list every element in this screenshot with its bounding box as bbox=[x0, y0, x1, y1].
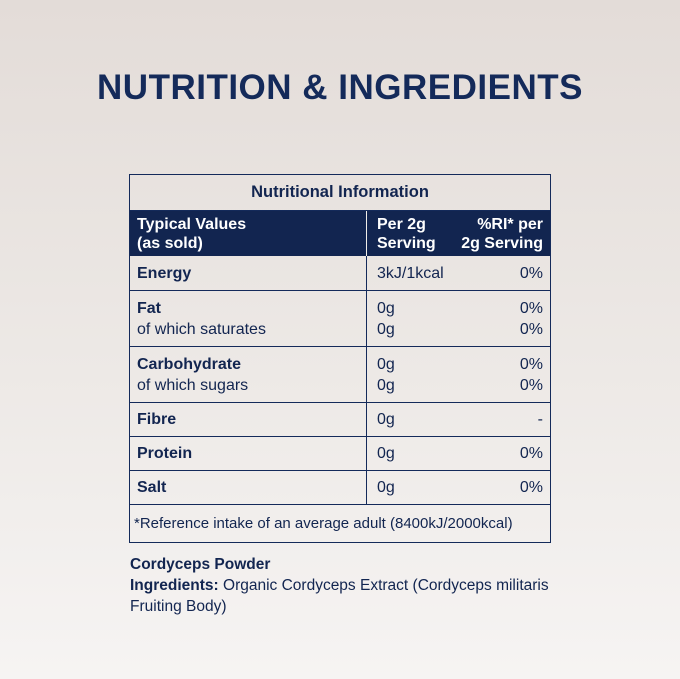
row-serving: 0g bbox=[377, 445, 395, 462]
row-sub-serving: 0g bbox=[377, 376, 395, 394]
ingredients-line: Ingredients: Organic Cordyceps Extract (… bbox=[130, 575, 550, 617]
header-per-serving-line2: Serving bbox=[377, 234, 436, 252]
table-header-row: Typical Values (as sold) Per 2g Serving … bbox=[130, 211, 550, 256]
product-name: Cordyceps Powder bbox=[130, 556, 271, 573]
row-label: Energy bbox=[137, 264, 192, 282]
row-label: Fat bbox=[137, 299, 161, 317]
table-row-fibre: Fibre 0g - bbox=[130, 402, 550, 436]
row-serving: 0g bbox=[377, 411, 395, 428]
row-ri: - bbox=[537, 411, 543, 428]
table-row-protein: Protein 0g 0% bbox=[130, 436, 550, 470]
header-ri-line2: 2g Serving bbox=[461, 234, 543, 252]
row-label: Protein bbox=[137, 445, 193, 462]
table-row-carbohydrate: Carbohydrate of which sugars 0g 0g 0% 0% bbox=[130, 346, 550, 402]
row-ri: 0% bbox=[519, 264, 543, 282]
table-row-salt: Salt 0g 0% bbox=[130, 470, 550, 504]
row-label: Salt bbox=[137, 479, 167, 496]
row-sub-label: of which sugars bbox=[137, 376, 249, 394]
header-ri: %RI* per 2g Serving bbox=[449, 211, 550, 256]
header-typical-values-line2: (as sold) bbox=[137, 234, 203, 252]
row-ri: 0% bbox=[519, 479, 543, 496]
row-serving: 0g bbox=[377, 355, 395, 373]
row-ri: 0% bbox=[519, 299, 543, 317]
row-label: Fibre bbox=[137, 411, 177, 428]
row-serving: 3kJ/1kcal bbox=[377, 264, 444, 282]
ingredients-label: Ingredients: bbox=[130, 577, 219, 594]
row-sub-ri: 0% bbox=[519, 320, 543, 338]
row-ri: 0% bbox=[519, 445, 543, 462]
header-typical-values-line1: Typical Values bbox=[137, 215, 247, 233]
table-body: Energy 3kJ/1kcal 0% Fat of which saturat… bbox=[130, 256, 550, 504]
header-ri-line1: %RI* per bbox=[477, 215, 543, 233]
row-sub-ri: 0% bbox=[519, 376, 543, 394]
header-typical-values: Typical Values (as sold) bbox=[130, 211, 367, 256]
row-sub-label: of which saturates bbox=[137, 320, 266, 338]
page-title: NUTRITION & INGREDIENTS bbox=[97, 68, 583, 107]
row-serving: 0g bbox=[377, 299, 395, 317]
table-heading: Nutritional Information bbox=[130, 175, 550, 211]
header-per-serving: Per 2g Serving bbox=[367, 211, 449, 256]
reference-intake-footnote: *Reference intake of an average adult (8… bbox=[130, 504, 550, 542]
row-sub-serving: 0g bbox=[377, 320, 395, 338]
table-row-fat: Fat of which saturates 0g 0g 0% 0% bbox=[130, 290, 550, 346]
product-info: Cordyceps Powder Ingredients: Organic Co… bbox=[130, 554, 550, 617]
row-serving: 0g bbox=[377, 479, 395, 496]
row-label: Carbohydrate bbox=[137, 355, 242, 373]
row-ri: 0% bbox=[519, 355, 543, 373]
nutrition-table: Nutritional Information Typical Values (… bbox=[129, 174, 551, 543]
ingredients-text: Organic Cordyceps Extract (Cordyceps mil… bbox=[130, 577, 549, 615]
table-row-energy: Energy 3kJ/1kcal 0% bbox=[130, 256, 550, 290]
header-per-serving-line1: Per 2g bbox=[377, 215, 426, 233]
